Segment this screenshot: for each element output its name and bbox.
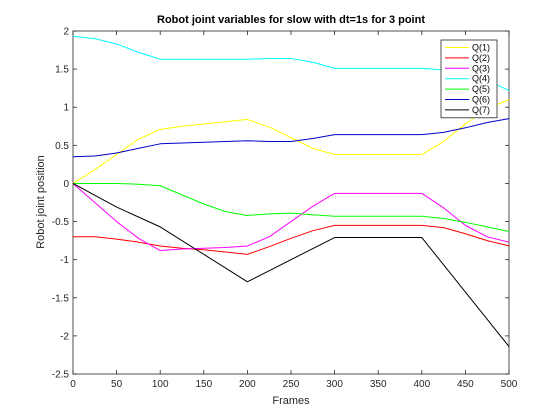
x-tick-label: 150 bbox=[195, 379, 212, 390]
y-tick-label: -2 bbox=[60, 331, 69, 342]
y-tick-label: 0 bbox=[63, 179, 69, 190]
series-line-6 bbox=[72, 118, 510, 158]
x-tick-label: 400 bbox=[413, 379, 430, 390]
y-tick-label: 1 bbox=[63, 103, 69, 114]
legend-entry: Q(1) bbox=[472, 43, 490, 53]
x-tick-label: 200 bbox=[239, 379, 256, 390]
legend-entry: Q(7) bbox=[472, 105, 490, 115]
chart-title: Robot joint variables for slow with dt=1… bbox=[157, 14, 425, 26]
x-axis-label: Frames bbox=[272, 395, 310, 407]
series-line-3 bbox=[72, 183, 510, 252]
ticks-layer: 0 50 100 150 200 250 300 350 400 450 500 -2.5 -2 -1.5… bbox=[52, 27, 518, 391]
x-tick-label: 250 bbox=[283, 379, 300, 390]
series-line-7 bbox=[72, 183, 510, 347]
legend-entry: Q(3) bbox=[472, 63, 490, 73]
legend-entry: Q(6) bbox=[472, 95, 490, 105]
series-line-5 bbox=[73, 182, 510, 232]
y-tick-label: -1.5 bbox=[52, 293, 70, 304]
series-line-1 bbox=[72, 99, 510, 184]
series-line-4 bbox=[72, 35, 510, 91]
series-line-2 bbox=[73, 224, 510, 255]
legend: Q(1)Q(2)Q(3)Q(4)Q(5)Q(6)Q(7) bbox=[440, 39, 498, 119]
y-axis-label: Robot joint position bbox=[35, 155, 47, 249]
y-tick-label: -1 bbox=[60, 255, 69, 266]
y-tick-label: 0.5 bbox=[55, 141, 69, 152]
y-tick-label: -2.5 bbox=[52, 370, 70, 381]
y-tick-label: 2 bbox=[63, 27, 69, 38]
x-tick-label: 50 bbox=[111, 379, 123, 390]
legend-entry: Q(2) bbox=[472, 53, 490, 63]
x-tick-label: 0 bbox=[70, 379, 76, 390]
x-tick-label: 500 bbox=[501, 379, 518, 390]
series-layer bbox=[72, 35, 510, 347]
x-tick-label: 450 bbox=[457, 379, 474, 390]
x-tick-label: 300 bbox=[326, 379, 343, 390]
y-tick-label: -0.5 bbox=[52, 217, 70, 228]
y-tick-label: 1.5 bbox=[55, 65, 69, 76]
legend-entry: Q(4) bbox=[472, 74, 490, 84]
x-tick-label: 100 bbox=[152, 379, 169, 390]
legend-entry: Q(5) bbox=[472, 84, 490, 94]
x-tick-label: 350 bbox=[370, 379, 387, 390]
